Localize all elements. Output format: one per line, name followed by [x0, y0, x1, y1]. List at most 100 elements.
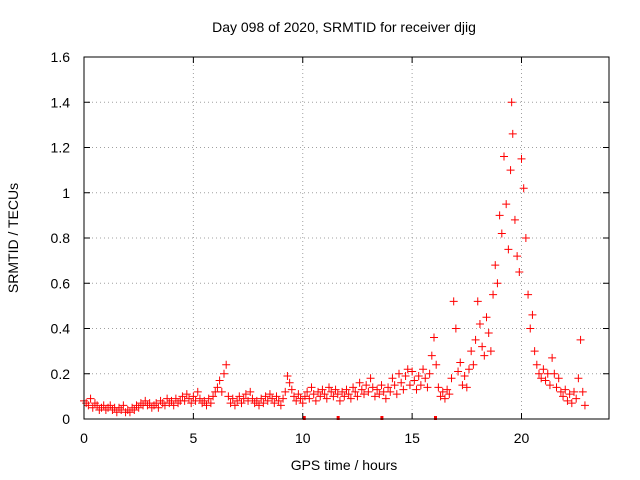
y-tick-label: 1.2	[51, 140, 71, 156]
data-point	[82, 399, 91, 408]
data-point	[156, 396, 165, 405]
data-point	[349, 383, 358, 392]
data-point	[517, 154, 526, 163]
data-point	[279, 394, 288, 403]
data-point	[309, 390, 318, 399]
data-point	[576, 335, 585, 344]
y-tick-label: 0	[62, 411, 70, 427]
x-tick-label: 15	[404, 430, 420, 446]
data-point	[423, 383, 432, 392]
data-point	[287, 385, 296, 394]
data-point	[445, 390, 454, 399]
data-point	[495, 211, 504, 220]
data-point	[552, 383, 561, 392]
data-point	[473, 297, 482, 306]
data-point	[165, 399, 174, 408]
data-point	[154, 403, 163, 412]
data-point	[458, 381, 467, 390]
data-point	[548, 353, 557, 362]
data-gap-marker	[302, 416, 306, 420]
data-point	[491, 261, 500, 270]
data-point	[403, 365, 412, 374]
data-point	[239, 394, 248, 403]
data-point	[360, 390, 368, 399]
data-point	[456, 358, 465, 367]
data-point	[489, 290, 498, 299]
data-point	[226, 399, 235, 408]
data-point	[198, 399, 207, 408]
data-point	[237, 399, 246, 408]
data-point	[370, 392, 379, 401]
data-point	[447, 374, 456, 383]
data-point	[508, 129, 517, 138]
data-point	[368, 383, 377, 392]
data-point	[471, 335, 480, 344]
data-point	[580, 401, 589, 410]
x-axis-label: GPS time / hours	[291, 457, 398, 473]
data-point	[305, 394, 314, 403]
data-point	[506, 166, 515, 175]
data-point	[112, 408, 121, 417]
data-point	[541, 376, 550, 385]
data-point	[504, 245, 513, 254]
data-point	[405, 381, 414, 390]
data-gap-marker	[336, 416, 340, 420]
data-point	[220, 369, 228, 378]
data-point	[200, 396, 209, 405]
data-point	[570, 387, 578, 396]
data-point	[392, 390, 401, 399]
data-point	[261, 392, 270, 401]
data-point	[134, 403, 143, 412]
data-point	[182, 390, 191, 399]
data-gap-marker	[380, 416, 384, 420]
data-point	[443, 385, 452, 394]
data-point	[285, 378, 294, 387]
data-point	[377, 381, 386, 390]
data-point	[342, 385, 351, 394]
data-point	[572, 394, 581, 403]
data-point	[469, 360, 478, 369]
data-point	[290, 392, 298, 401]
data-point	[416, 381, 425, 390]
data-point	[281, 387, 290, 396]
data-point	[355, 378, 364, 387]
data-point	[412, 385, 421, 394]
data-point	[386, 387, 395, 396]
data-point	[507, 98, 516, 107]
data-point	[335, 396, 344, 405]
y-tick-label: 0.6	[51, 275, 71, 291]
data-point	[574, 374, 583, 383]
data-point	[86, 394, 95, 403]
data-point	[480, 351, 489, 360]
data-gap-markers	[302, 416, 437, 420]
data-point	[230, 401, 239, 410]
data-point	[484, 329, 493, 338]
data-point	[241, 390, 250, 399]
data-point	[351, 387, 360, 396]
data-point	[440, 394, 449, 403]
data-point	[425, 369, 434, 378]
data-point	[510, 215, 519, 224]
data-point	[150, 401, 158, 410]
data-point	[311, 396, 320, 405]
data-point	[451, 324, 460, 333]
data-point	[294, 390, 303, 399]
data-point	[263, 396, 272, 405]
data-point	[559, 392, 568, 401]
data-point	[528, 310, 537, 319]
data-point	[381, 394, 390, 403]
y-tick-label: 1	[62, 185, 70, 201]
data-point	[167, 396, 176, 405]
data-point	[209, 392, 218, 401]
grid	[84, 57, 609, 419]
data-point	[233, 396, 242, 405]
data-point	[187, 399, 196, 408]
data-point	[384, 383, 393, 392]
data-point	[346, 394, 355, 403]
data-point	[193, 387, 202, 396]
data-point	[539, 365, 548, 374]
data-point	[202, 401, 211, 410]
data-point	[388, 374, 397, 383]
data-point	[276, 401, 285, 410]
